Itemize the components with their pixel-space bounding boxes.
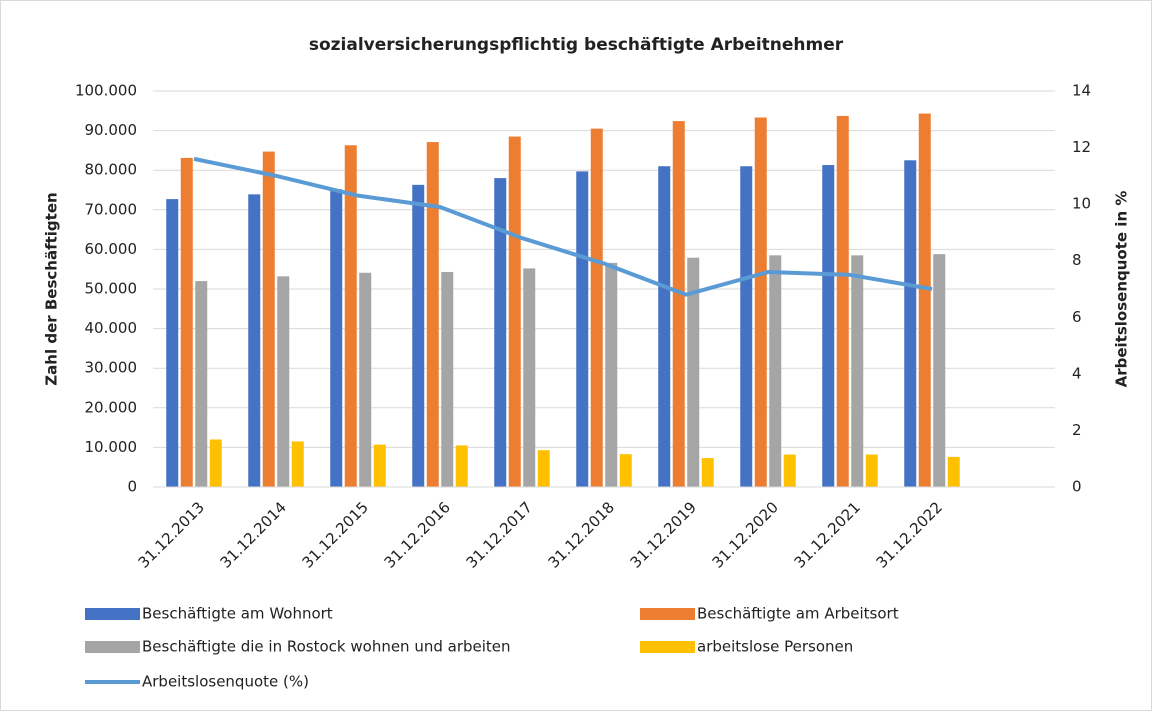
bar (494, 178, 507, 487)
bar (783, 454, 796, 487)
y2-tick-label: 6 (1072, 308, 1082, 326)
bar (701, 458, 714, 487)
legend-label: Beschäftigte die in Rostock wohnen und a… (142, 638, 511, 656)
bar (904, 160, 917, 488)
bar (590, 128, 603, 487)
bar (576, 171, 589, 487)
bar (822, 165, 835, 487)
bar (262, 151, 275, 487)
bar (658, 166, 671, 488)
y-tick-label: 70.000 (85, 200, 138, 218)
y-tick-label: 50.000 (85, 280, 138, 298)
bar (277, 276, 290, 487)
y-tick-label: 0 (127, 478, 137, 496)
bar (740, 166, 753, 488)
bar (605, 262, 618, 487)
bar (836, 115, 849, 487)
bar (291, 441, 304, 487)
bar (426, 142, 439, 488)
legend-label: Beschäftigte am Wohnort (142, 605, 333, 623)
y2-tick-label: 4 (1072, 364, 1082, 382)
bar (195, 281, 208, 487)
legend-label: Beschäftigte am Arbeitsort (697, 605, 899, 623)
y-tick-label: 10.000 (85, 438, 138, 456)
legend-swatch (640, 608, 695, 620)
bar (619, 454, 632, 487)
bar (769, 255, 782, 487)
bar (865, 454, 878, 487)
bar (180, 157, 193, 487)
y-tick-label: 80.000 (85, 161, 138, 179)
line (193, 156, 933, 297)
y2-tick-label: 2 (1072, 421, 1082, 439)
bar (687, 257, 700, 487)
y2-tick-label: 14 (1072, 82, 1091, 100)
y-tick-label: 30.000 (85, 359, 138, 377)
bar (166, 199, 179, 487)
bar (373, 444, 386, 487)
bar (672, 121, 685, 487)
y-tick-label: 90.000 (85, 121, 138, 139)
y-tick-label: 60.000 (85, 240, 138, 258)
y2-axis-title: Arbeitslosenquote in % (1113, 191, 1131, 388)
bar (209, 439, 222, 487)
bar (918, 113, 931, 488)
bar (508, 136, 521, 488)
y-axis-title: Zahl der Beschäftigten (43, 192, 61, 385)
y2-tick-label: 10 (1072, 195, 1091, 213)
bar (523, 268, 536, 487)
bar (359, 272, 372, 487)
bar (851, 255, 864, 487)
bar (933, 254, 946, 487)
bar (947, 456, 960, 487)
y2-tick-label: 0 (1072, 478, 1082, 496)
y-tick-label: 40.000 (85, 319, 138, 337)
bar (330, 189, 343, 487)
y2-tick-label: 12 (1072, 138, 1091, 156)
chart-title: sozialversicherungspflichtig beschäftigt… (309, 35, 844, 55)
bar (441, 271, 454, 487)
legend-swatch (640, 641, 695, 653)
bar (412, 184, 425, 488)
legend-swatch (85, 641, 140, 653)
bar (248, 194, 261, 487)
bar (754, 117, 767, 488)
y-tick-label: 20.000 (85, 398, 138, 416)
y-tick-label: 100.000 (75, 82, 137, 100)
bar (537, 450, 550, 487)
legend-label: Arbeitslosenquote (%) (142, 673, 309, 691)
legend-swatch (85, 608, 140, 620)
bar (344, 145, 357, 487)
bar (455, 445, 468, 487)
y2-tick-label: 8 (1072, 251, 1082, 269)
legend-label: arbeitslose Personen (697, 638, 853, 656)
